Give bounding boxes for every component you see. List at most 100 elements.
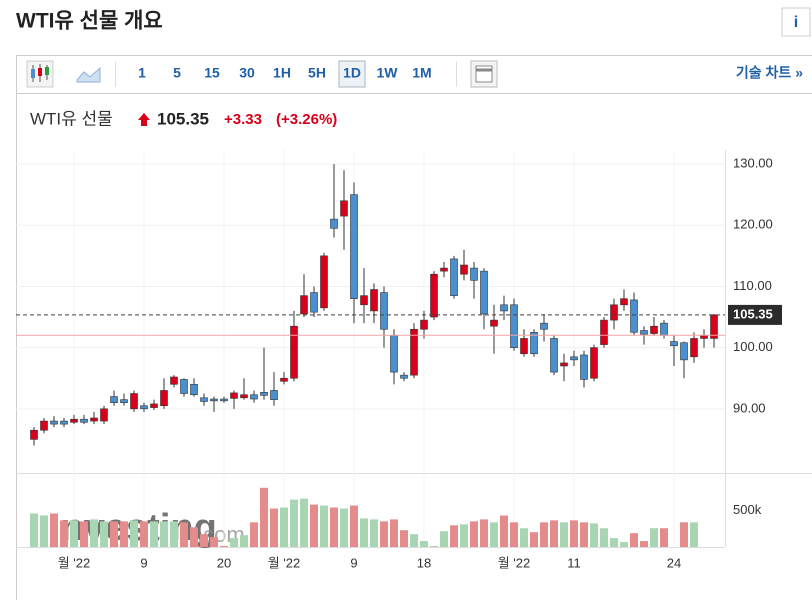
volume-bar [440, 531, 448, 547]
info-button[interactable]: i [794, 14, 798, 31]
volume-bar [460, 524, 468, 547]
candle-body [700, 335, 708, 339]
volume-bar [530, 532, 538, 547]
interval-button[interactable]: 1 [138, 65, 146, 81]
table-icon[interactable] [470, 60, 498, 88]
candle-body [520, 338, 528, 355]
volume-bar [60, 520, 68, 547]
x-tick-label: 11 [567, 555, 581, 570]
volume-bar [80, 521, 88, 547]
candle-body [40, 420, 48, 431]
volume-bar [310, 504, 318, 547]
interval-button[interactable]: 30 [239, 65, 255, 81]
volume-bar [210, 537, 218, 547]
candle-icon[interactable] [26, 60, 54, 88]
x-tick-label: 18 [417, 555, 431, 570]
volume-bar [120, 521, 128, 547]
selected-box[interactable] [338, 60, 366, 88]
candle-body [330, 218, 338, 229]
candle-body [250, 394, 258, 400]
volume-bar [470, 521, 478, 547]
candle-body [270, 390, 278, 400]
area-icon[interactable] [76, 66, 101, 83]
candle-body [580, 354, 588, 380]
candle-body [460, 264, 468, 275]
volume-bar [30, 513, 38, 547]
volume-bar [590, 523, 598, 547]
volume-bar [430, 545, 438, 547]
candle-body [570, 356, 578, 361]
candle-body [500, 304, 508, 312]
candle-body [420, 319, 428, 330]
candle-body [70, 418, 78, 423]
volume-bar [250, 522, 258, 547]
icon-candle [31, 69, 35, 78]
volume-bar [520, 528, 528, 547]
x-tick-label: 월 '22 [58, 555, 91, 570]
volume-bar [410, 534, 418, 547]
volume-tick-label: 500k [733, 502, 762, 517]
tech-chart-link[interactable]: 기술 차트 » [736, 65, 803, 81]
volume-bar [450, 525, 458, 547]
x-tick-label: 9 [350, 555, 357, 570]
candle-body [210, 398, 218, 402]
candle-body [280, 377, 288, 382]
volume-bar [420, 541, 428, 547]
quote-price: 105.35 [157, 109, 209, 128]
candle-body [550, 338, 558, 373]
quote-change-pct: (+3.26%) [276, 111, 337, 128]
volume-bar [50, 513, 58, 547]
volume-bar [160, 521, 168, 547]
volume-bar [600, 528, 608, 547]
volume-bar [550, 520, 558, 547]
volume-bar [270, 508, 278, 547]
quote-change: +3.33 [224, 111, 262, 128]
volume-bar [320, 505, 328, 547]
interval-button[interactable]: 1W [377, 65, 399, 81]
candle-body [180, 379, 188, 394]
candle-body [130, 393, 138, 410]
page-title: WTI유 선물 개요 [16, 10, 163, 33]
candle-body [450, 258, 458, 296]
interval-button[interactable]: 1M [412, 65, 431, 81]
volume-bar [180, 522, 188, 547]
candle-body [360, 295, 368, 306]
interval-button[interactable]: 5 [173, 65, 181, 81]
x-tick-label: 24 [667, 555, 681, 570]
up-arrow [138, 113, 150, 126]
info-button-box[interactable] [781, 7, 811, 37]
volume-bar [650, 528, 658, 547]
y-tick-label: 110.00 [733, 278, 772, 293]
volume-bar [260, 487, 268, 547]
candle-body [160, 390, 168, 407]
candle-body [290, 325, 298, 379]
volume-bar [580, 522, 588, 547]
candle-body [340, 200, 348, 217]
candle-body [620, 298, 628, 306]
volume-bar [490, 522, 498, 547]
x-tick-label: 20 [217, 555, 231, 570]
volume-bar [370, 519, 378, 547]
candle-body [230, 392, 238, 399]
candle-body [50, 420, 58, 425]
candle-body [680, 342, 688, 361]
quote-name: WTI유 선물 [30, 109, 113, 128]
volume-bar [620, 542, 628, 547]
candle-body [590, 347, 598, 379]
volume-bar [190, 527, 198, 547]
candle-body [350, 194, 358, 299]
volume-bar [690, 522, 698, 547]
volume-bar [400, 530, 408, 547]
volume-bar [660, 528, 668, 547]
interval-button[interactable]: 15 [204, 65, 220, 81]
interval-button[interactable]: 1H [273, 65, 291, 81]
candle-body [410, 328, 418, 376]
interval-button[interactable]: 1D [343, 65, 361, 81]
volume-bar [240, 535, 248, 547]
volume-bar [90, 519, 98, 547]
volume-bar [150, 521, 158, 547]
candle-body [490, 319, 498, 327]
interval-button[interactable]: 5H [308, 65, 326, 81]
volume-bar [110, 521, 118, 547]
